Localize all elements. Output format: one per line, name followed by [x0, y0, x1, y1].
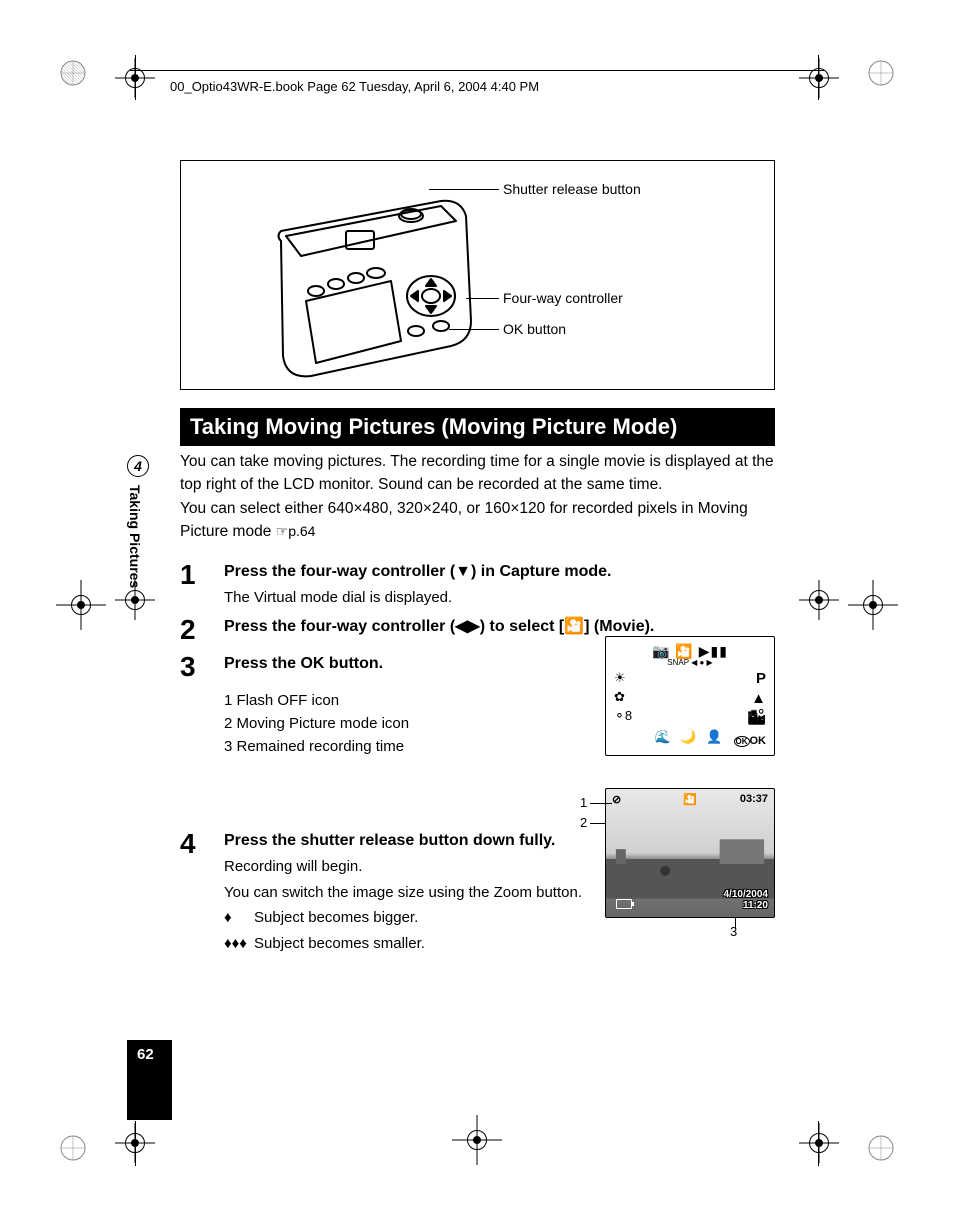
regmark-tl [58, 58, 88, 88]
zoom-out-icon: ♦♦♦ [224, 933, 254, 955]
callout-line [449, 329, 499, 330]
page-number: 62 [137, 1046, 154, 1063]
crop-header: 00_Optio43WR-E.book Page 62 Tuesday, Apr… [130, 70, 824, 106]
chapter-num: 4 [127, 455, 149, 477]
step-sub: The Virtual mode dial is displayed. [224, 587, 775, 609]
callout-shutter: Shutter release button [503, 181, 641, 197]
ok-icon: OKOK [734, 735, 767, 747]
crosshair-bottom [452, 1115, 502, 1165]
body-p1: You can take moving pictures. The record… [180, 450, 775, 497]
pointer-line [590, 803, 612, 804]
body-text: You can take moving pictures. The record… [180, 450, 775, 543]
step-num: 4 [180, 829, 224, 955]
crop-header-text: 00_Optio43WR-E.book Page 62 Tuesday, Apr… [170, 79, 539, 94]
callout-fourway: Four-way controller [503, 290, 623, 306]
regmark-bl [58, 1133, 88, 1163]
lcd2-topbar: ⊘ 🎦 03:37 [612, 793, 768, 806]
step-title: Press the four-way controller (▼) in Cap… [224, 560, 775, 583]
camera-icon [261, 181, 481, 381]
regmark-tr [866, 58, 896, 88]
crosshair-right [848, 580, 898, 630]
movie-mode-icon: 🎦 [683, 793, 697, 806]
side-tab: 4 Taking Pictures [127, 455, 157, 593]
pointer-3: 3 [730, 924, 737, 939]
section-title: Taking Moving Pictures (Moving Picture M… [180, 408, 775, 446]
zoom-in-icon: ♦ [224, 907, 254, 929]
crosshair-left [56, 580, 106, 630]
callout-line [466, 298, 499, 299]
zoom-out-row: ♦♦♦Subject becomes smaller. [224, 933, 775, 955]
rec-time: 03:37 [740, 793, 768, 805]
pageref-icon: ☞p.64 [276, 523, 316, 539]
trimline [135, 1121, 136, 1166]
pointer-2: 2 [580, 815, 587, 830]
pointer-line [735, 918, 736, 928]
crosshair-mr [799, 580, 839, 620]
step-num: 3 [180, 652, 224, 759]
chapter-label: Taking Pictures [127, 485, 143, 588]
regmark-br [866, 1133, 896, 1163]
trimline [818, 1121, 819, 1166]
callout-ok: OK button [503, 321, 566, 337]
lcd1-icons: 📷 🎦 ▶▮▮ SNAP ◀ ● ▶ P ▲ 🏙 ☀ ✿ ⚬8 🌊 🌙 👤 OK… [612, 643, 768, 749]
lcd-preview: ⊘ 🎦 03:37 4/10/2004 11:20 [605, 788, 775, 918]
lcd-mode-dial: 📷 🎦 ▶▮▮ SNAP ◀ ● ▶ P ▲ 🏙 ☀ ✿ ⚬8 🌊 🌙 👤 OK… [605, 636, 775, 756]
battery-icon [616, 899, 632, 909]
flash-off-icon: ⊘ [612, 794, 621, 806]
pointer-line [590, 823, 605, 824]
page-number-box: 62 [127, 1040, 172, 1120]
crosshair-br2 [799, 1123, 839, 1163]
step-num: 2 [180, 615, 224, 646]
body-p2: You can select either 640×480, 320×240, … [180, 497, 775, 544]
camera-diagram: Shutter release button Four-way controll… [180, 160, 775, 390]
pointer-1: 1 [580, 795, 587, 810]
step-num: 1 [180, 560, 224, 609]
callout-line [429, 189, 499, 190]
timestamp: 4/10/2004 11:20 [724, 889, 769, 911]
step-title: Press the four-way controller (◀▶) to se… [224, 615, 775, 638]
step-1: 1 Press the four-way controller (▼) in C… [180, 560, 775, 609]
